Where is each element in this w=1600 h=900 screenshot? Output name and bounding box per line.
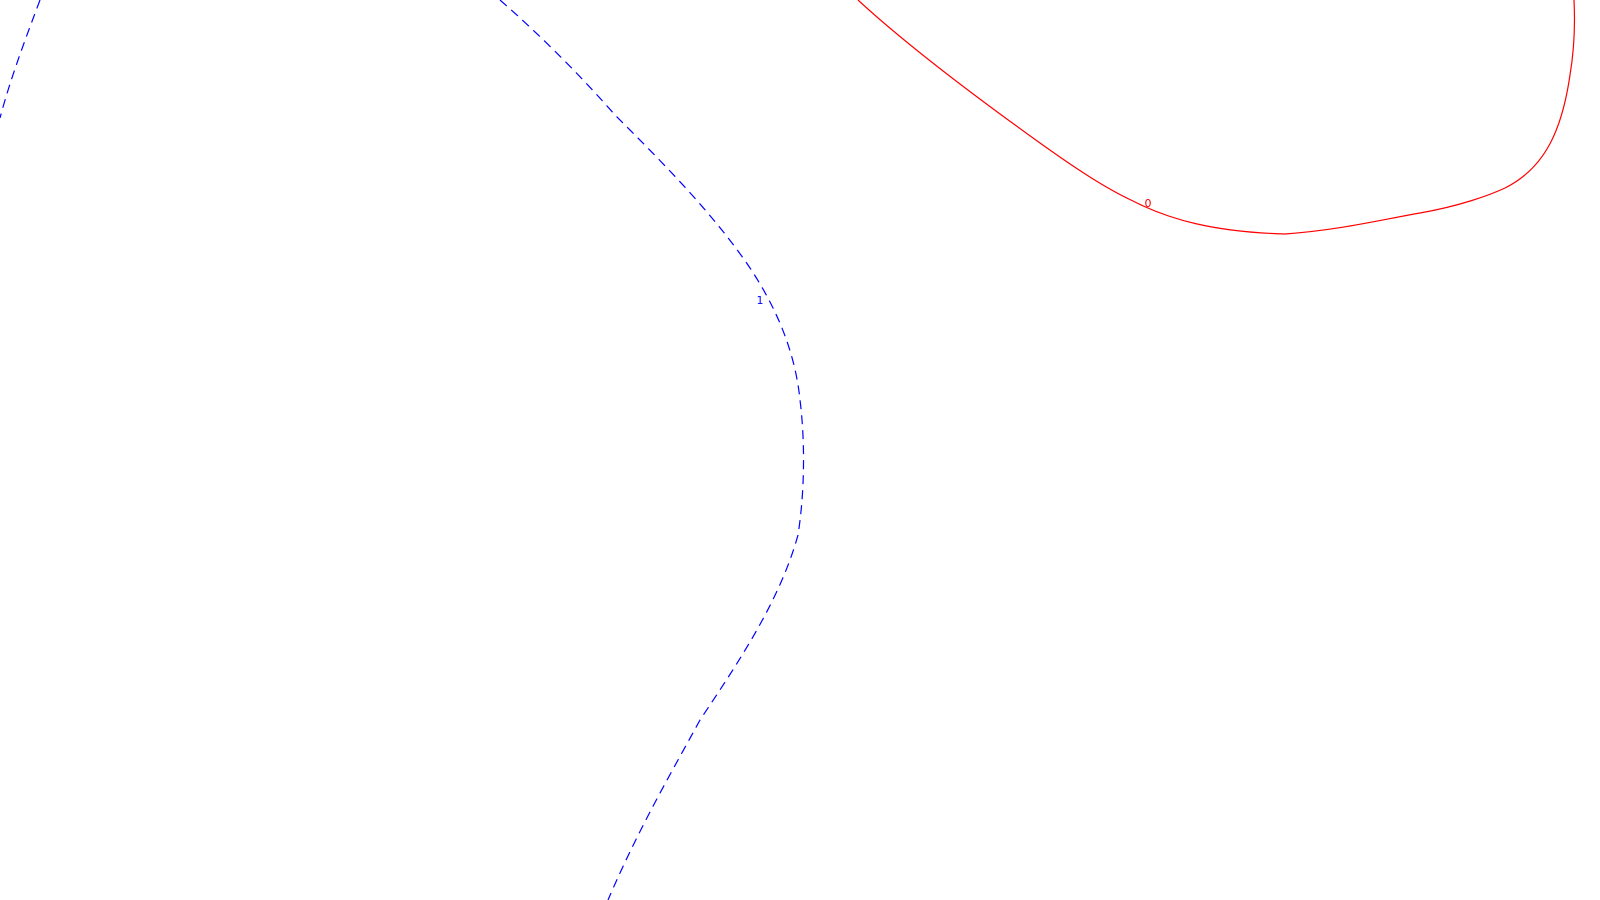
contour-line-1-segment	[0, 0, 41, 119]
contour-line-0	[857, 0, 1576, 235]
contour-line-1	[499, 0, 805, 900]
contour-label-1: 1	[757, 294, 764, 307]
contour-label-0: 0	[1145, 197, 1152, 210]
